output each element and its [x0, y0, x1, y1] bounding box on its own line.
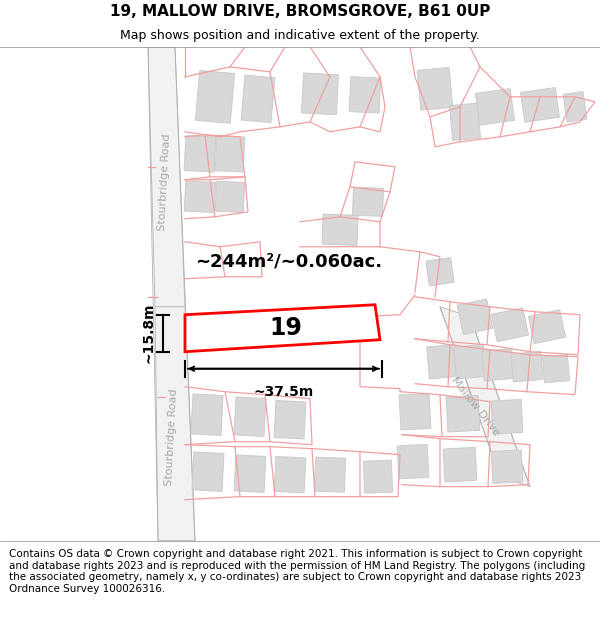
Polygon shape: [457, 299, 493, 334]
Polygon shape: [274, 401, 306, 439]
Polygon shape: [241, 75, 275, 122]
Polygon shape: [418, 68, 452, 110]
Text: 19, MALLOW DRIVE, BROMSGROVE, B61 0UP: 19, MALLOW DRIVE, BROMSGROVE, B61 0UP: [110, 4, 490, 19]
Polygon shape: [191, 394, 223, 436]
Polygon shape: [491, 399, 523, 434]
Polygon shape: [521, 88, 559, 122]
Text: ~37.5m: ~37.5m: [253, 385, 314, 399]
Polygon shape: [234, 397, 266, 436]
Polygon shape: [184, 181, 216, 213]
Polygon shape: [148, 47, 185, 307]
Polygon shape: [426, 258, 454, 286]
Polygon shape: [454, 344, 487, 379]
Polygon shape: [475, 89, 515, 125]
Polygon shape: [215, 136, 245, 172]
Polygon shape: [491, 308, 529, 342]
Polygon shape: [196, 71, 235, 123]
Polygon shape: [353, 188, 383, 216]
Polygon shape: [215, 181, 245, 213]
Polygon shape: [443, 448, 477, 482]
Polygon shape: [427, 344, 457, 379]
Polygon shape: [185, 305, 380, 352]
Text: 19: 19: [270, 316, 302, 340]
Polygon shape: [529, 310, 566, 344]
Text: ~15.8m: ~15.8m: [141, 303, 155, 364]
Polygon shape: [482, 349, 514, 381]
Text: Map shows position and indicative extent of the property.: Map shows position and indicative extent…: [120, 29, 480, 42]
Polygon shape: [399, 394, 431, 430]
Polygon shape: [192, 452, 224, 491]
Text: Mallow Drive: Mallow Drive: [449, 375, 501, 438]
Polygon shape: [491, 450, 523, 483]
Polygon shape: [563, 92, 587, 122]
Text: Stourbridge Road: Stourbridge Road: [157, 133, 173, 231]
Text: ~244m²/~0.060ac.: ~244m²/~0.060ac.: [195, 253, 382, 271]
Polygon shape: [301, 73, 338, 115]
Polygon shape: [184, 136, 216, 172]
Text: Contains OS data © Crown copyright and database right 2021. This information is : Contains OS data © Crown copyright and d…: [9, 549, 585, 594]
Polygon shape: [234, 455, 266, 493]
Polygon shape: [322, 214, 358, 246]
Polygon shape: [364, 460, 392, 493]
Polygon shape: [542, 354, 569, 382]
Polygon shape: [349, 77, 381, 113]
Polygon shape: [155, 307, 195, 541]
Polygon shape: [440, 307, 530, 487]
Polygon shape: [314, 457, 346, 492]
Polygon shape: [511, 351, 543, 382]
Text: Stourbridge Road: Stourbridge Road: [164, 388, 179, 486]
Polygon shape: [397, 444, 429, 479]
Polygon shape: [449, 103, 481, 141]
Polygon shape: [446, 396, 480, 432]
Polygon shape: [274, 456, 306, 493]
